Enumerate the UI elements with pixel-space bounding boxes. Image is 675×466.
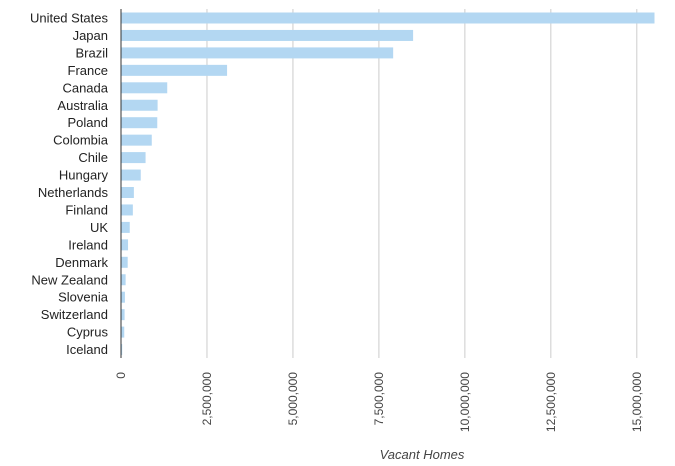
bar — [121, 239, 129, 251]
bar — [121, 169, 141, 181]
category-label: Hungary — [59, 168, 109, 183]
bar — [121, 256, 128, 268]
category-label: Chile — [78, 150, 108, 165]
bar — [121, 326, 125, 338]
category-label: Iceland — [66, 342, 108, 357]
x-axis-title: Vacant Homes — [380, 447, 465, 462]
category-label: Finland — [65, 202, 108, 217]
category-label: Brazil — [75, 45, 108, 60]
bar — [121, 344, 123, 356]
bar — [121, 274, 126, 286]
x-tick-label: 15,000,000 — [630, 372, 644, 432]
category-label: Cyprus — [67, 325, 109, 340]
x-tick-label: 0 — [114, 372, 128, 379]
x-tick-labels: 0 2,500,000 5,000,000 7,500,000 10,000,000 12… — [114, 372, 644, 432]
x-tick-label: 2,500,000 — [200, 372, 214, 426]
x-tick-label: 7,500,000 — [372, 372, 386, 426]
bar — [121, 152, 146, 164]
bar — [121, 99, 158, 111]
category-label: Switzerland — [41, 307, 108, 322]
category-label: Canada — [62, 80, 108, 95]
category-label: Poland — [68, 115, 108, 130]
category-label: Denmark — [55, 255, 108, 270]
bar — [121, 29, 414, 41]
bars — [121, 12, 655, 356]
category-label: Netherlands — [38, 185, 109, 200]
category-label: Japan — [73, 28, 108, 43]
bar — [121, 221, 130, 233]
category-label: UK — [90, 220, 108, 235]
category-label: United States — [30, 11, 109, 26]
category-label: Australia — [57, 98, 108, 113]
grid-lines — [206, 9, 638, 358]
bar — [121, 64, 228, 76]
category-label: France — [68, 63, 108, 78]
bar — [121, 187, 134, 198]
category-labels: United States Japan Brazil France Canada Aust… — [30, 11, 109, 358]
bar — [121, 291, 125, 303]
bar — [121, 12, 655, 24]
bar — [121, 47, 394, 59]
x-tick-label: 12,500,000 — [544, 372, 558, 432]
bar — [121, 117, 158, 129]
bar — [121, 204, 133, 216]
bar — [121, 82, 168, 94]
x-tick-label: 10,000,000 — [458, 372, 472, 432]
category-label: Slovenia — [58, 290, 109, 305]
bar — [121, 134, 152, 146]
bar — [121, 309, 125, 321]
category-label: New Zealand — [31, 272, 108, 287]
category-label: Ireland — [68, 237, 108, 252]
x-tick-label: 5,000,000 — [286, 372, 300, 426]
category-label: Colombia — [53, 133, 109, 148]
